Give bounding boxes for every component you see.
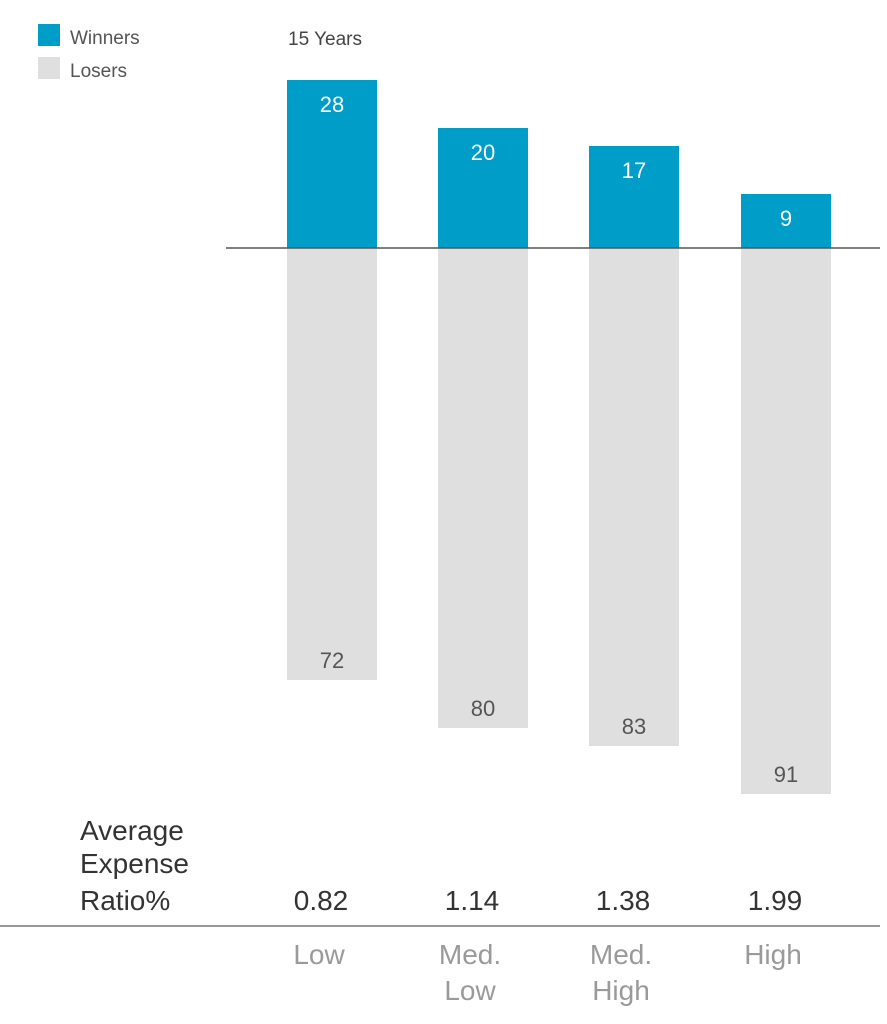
expense-ratios-group: 0.82 1.14 1.38 1.99 xyxy=(294,885,803,916)
bar-winners-2 xyxy=(589,146,679,248)
expense-ratio-value-2: 1.38 xyxy=(596,885,651,916)
data-label-winners-3: 9 xyxy=(780,206,792,231)
data-label-winners-2: 17 xyxy=(622,158,646,183)
data-label-winners-0: 28 xyxy=(320,92,344,117)
bar-winners-0 xyxy=(287,80,377,248)
expense-ratio-value-3: 1.99 xyxy=(748,885,803,916)
expense-ratio-title-line-3: Ratio% xyxy=(80,885,170,916)
expense-ratio-value-0: 0.82 xyxy=(294,885,349,916)
period-label: 15 Years xyxy=(288,29,362,50)
data-label-losers-1: 80 xyxy=(471,696,495,721)
bar-losers-1 xyxy=(438,248,528,728)
expense-ratio-value-1: 1.14 xyxy=(445,885,500,916)
category-label-2-line-0: Med. xyxy=(590,939,652,970)
category-label-2-line-1: High xyxy=(592,975,650,1006)
bar-losers-2 xyxy=(589,248,679,746)
expense-ratio-title-line-2: Expense xyxy=(80,848,189,879)
category-label-1-line-1: Low xyxy=(444,975,496,1006)
data-label-winners-1: 20 xyxy=(471,140,495,165)
legend-label-winners: Winners xyxy=(70,28,140,49)
data-label-losers-0: 72 xyxy=(320,648,344,673)
bar-losers-0 xyxy=(287,248,377,680)
data-label-losers-3: 91 xyxy=(774,762,798,787)
categories-group: Low Med. Low Med. High High xyxy=(293,939,801,1006)
legend-swatch-winners xyxy=(38,24,60,46)
category-label-3-line-0: High xyxy=(744,939,802,970)
bars-group: 28 72 20 80 17 83 9 91 xyxy=(287,80,831,794)
legend-label-losers: Losers xyxy=(70,61,127,82)
bar-winners-1 xyxy=(438,128,528,248)
bar-winners-3 xyxy=(741,194,831,248)
expense-ratio-title-line-1: Average xyxy=(80,815,184,846)
category-label-0-line-0: Low xyxy=(293,939,345,970)
bar-losers-3 xyxy=(741,248,831,794)
legend-swatch-losers xyxy=(38,57,60,79)
data-label-losers-2: 83 xyxy=(622,714,646,739)
category-label-1-line-0: Med. xyxy=(439,939,501,970)
